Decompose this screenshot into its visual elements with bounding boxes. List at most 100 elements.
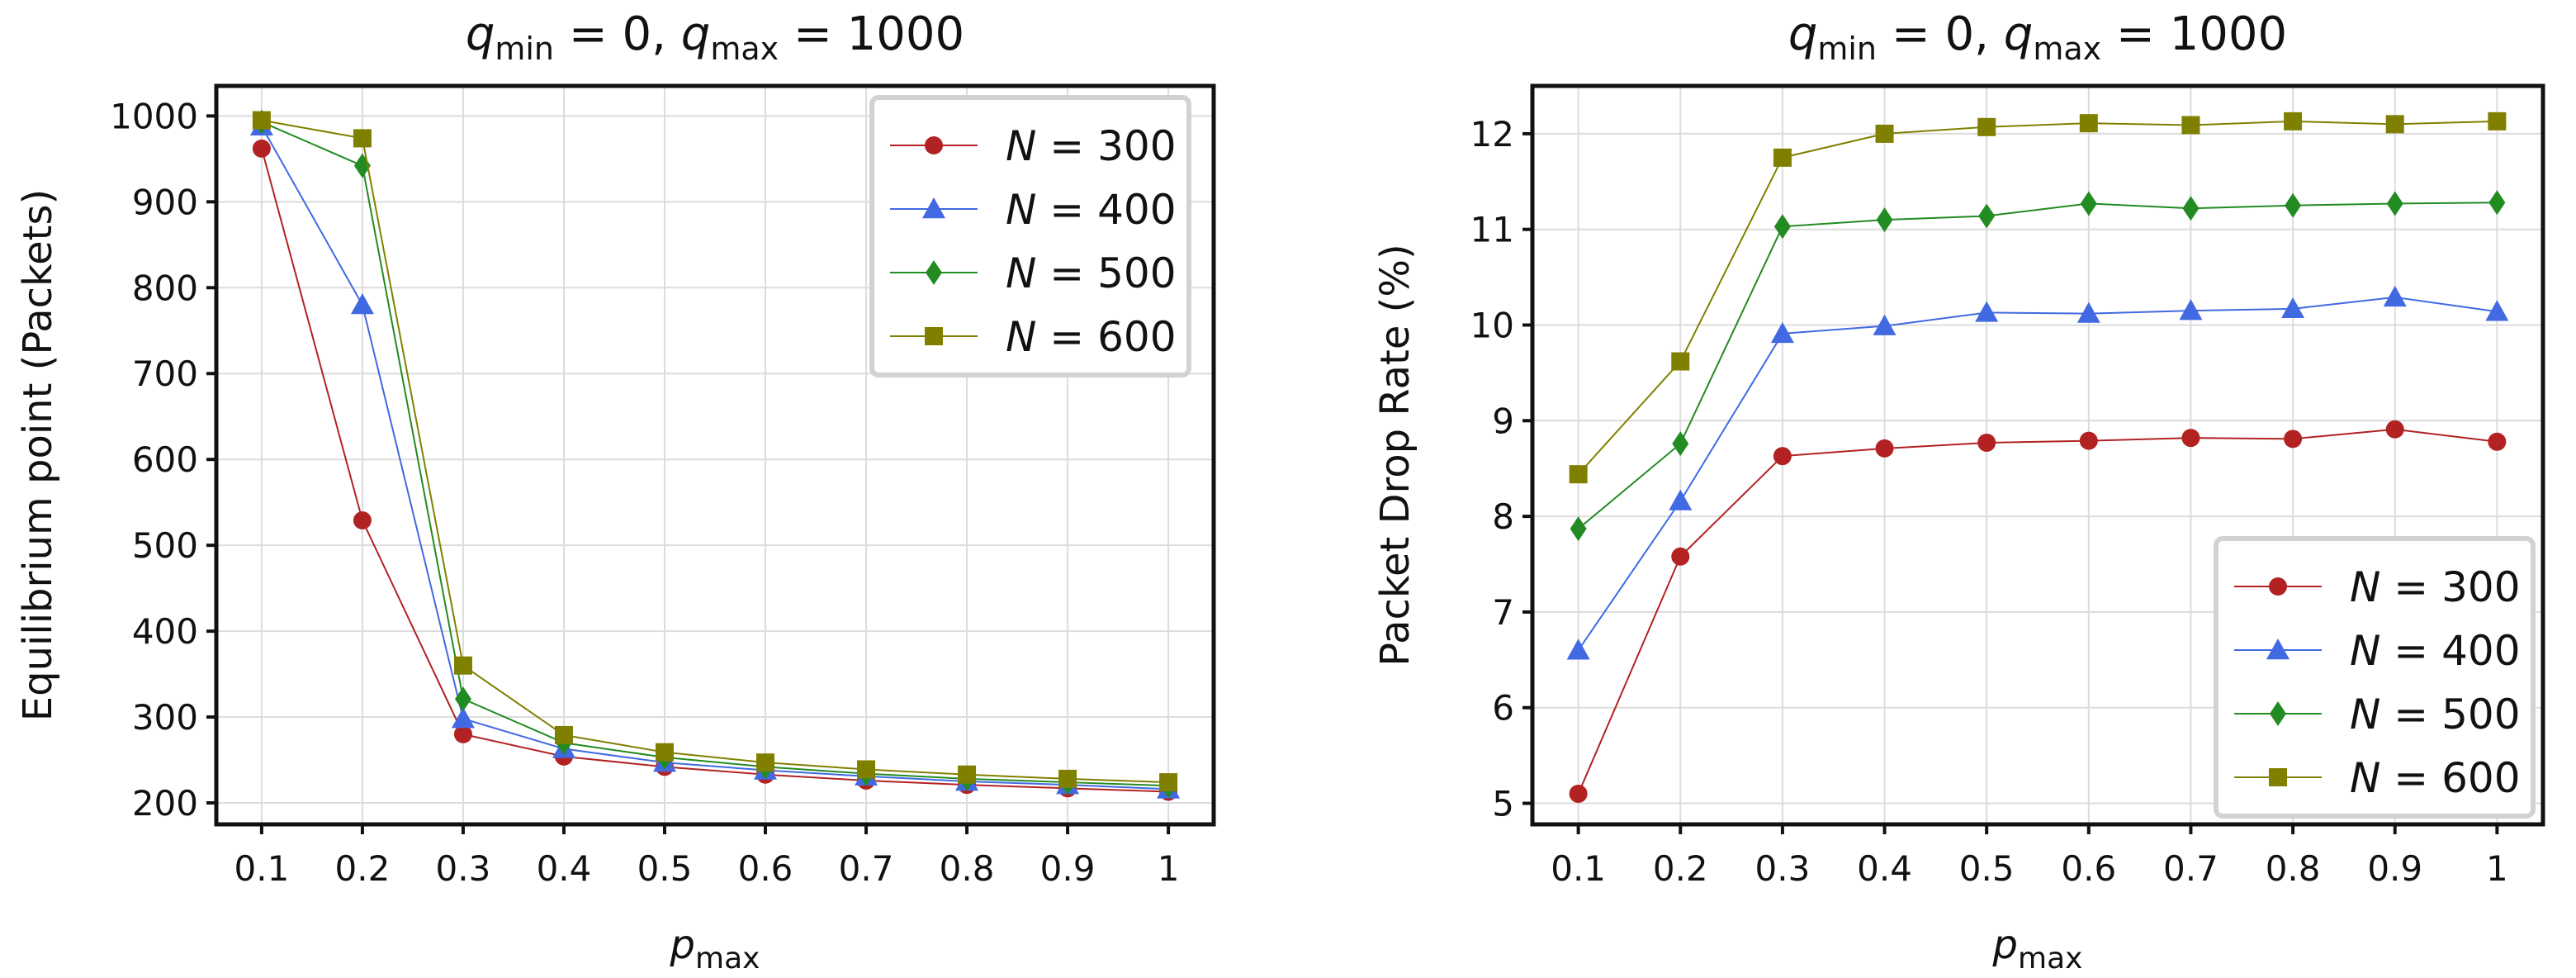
legend-label: N = 400 <box>2350 627 2521 675</box>
data-point <box>453 724 472 743</box>
legend-n: N <box>1006 249 1036 297</box>
y-tick-label: 300 <box>132 697 198 738</box>
legend-frame <box>869 95 1191 377</box>
legend-label: N = 300 <box>1006 122 1177 170</box>
data-point <box>1569 784 1588 803</box>
series-line <box>1577 202 2498 529</box>
x-tick-label: 0.3 <box>1755 848 1811 889</box>
x-tick-text: 0.2 <box>335 848 391 889</box>
xlabel-sub: max <box>2018 942 2082 976</box>
data-point <box>2076 301 2100 323</box>
legend-item: N = 600 <box>890 313 1177 361</box>
legend-item: N = 500 <box>2234 691 2521 738</box>
xlabel-base: p <box>670 922 695 968</box>
gridlines <box>216 86 1214 824</box>
data-point <box>2080 191 2097 216</box>
legend-item: N = 300 <box>890 122 1177 170</box>
x-tick-label: 0.3 <box>436 848 491 889</box>
data-point <box>1975 301 1999 322</box>
y-tick-label: 500 <box>132 525 198 566</box>
y-tick-label: 400 <box>132 611 198 652</box>
x-tick-label: 0.9 <box>1040 848 1096 889</box>
legend-n: N <box>2350 563 2380 611</box>
y-tick-text: 300 <box>132 697 198 738</box>
data-point <box>2488 432 2507 451</box>
chart-panel-2: 0.1 0.2 0.3 0.4 0.5 0.6 0.7 0.8 0.9 1 5 6 7 8 9 10 11 12 q… <box>1372 7 2545 976</box>
x-tick-label: 0.2 <box>335 848 391 889</box>
data-point <box>2281 297 2305 319</box>
series-line <box>261 121 1169 787</box>
data-point <box>1672 431 1689 457</box>
legend-frame <box>2214 536 2536 819</box>
y-tick-label: 1000 <box>110 96 198 136</box>
x-tick-text: 0.8 <box>2266 848 2321 889</box>
data-point <box>1978 203 1996 229</box>
y-tick-text: 8 <box>1492 496 1514 537</box>
y-tick-text: 10 <box>1470 306 1514 346</box>
legend-label: N = 600 <box>2350 754 2521 802</box>
x-tick-label: 0.9 <box>2367 848 2422 889</box>
plot-frame <box>214 83 1216 827</box>
data-point <box>1977 433 1996 452</box>
x-tick-text: 0.3 <box>1755 848 1811 889</box>
y-tick-text: 1000 <box>110 96 198 136</box>
data-point <box>958 765 977 784</box>
legend-eq: = 300 <box>2380 563 2520 611</box>
y-axis-label: Equilibrium point (Packets) <box>15 189 61 721</box>
legend-item: N = 600 <box>2234 754 2521 802</box>
title-tail: = 1000 <box>779 7 964 61</box>
x-tick-label: 0.4 <box>1857 848 1912 889</box>
data-point <box>2181 429 2200 448</box>
y-tick-text: 200 <box>132 783 198 824</box>
x-tick-text: 0.8 <box>940 848 995 889</box>
chart-title: qmin = 0, qmax = 1000 <box>466 7 964 67</box>
x-tick-label: 0.6 <box>2061 848 2116 889</box>
legend-label: N = 500 <box>2350 691 2521 738</box>
data-point <box>453 656 472 675</box>
series-3 <box>1570 190 2506 542</box>
y-tick-text: 500 <box>132 525 198 566</box>
legend-marker <box>925 136 943 154</box>
legend-marker <box>922 197 945 219</box>
data-point <box>1770 321 1794 344</box>
legend-eq: = 400 <box>2380 627 2520 675</box>
legend-label: N = 600 <box>1006 313 1177 361</box>
y-axis-label: Packet Drop Rate (%) <box>1372 244 1418 666</box>
data-point <box>1570 516 1587 542</box>
data-point <box>353 129 372 148</box>
legend-item: N = 300 <box>2234 563 2521 611</box>
x-tick-text: 1 <box>2486 848 2508 889</box>
data-point <box>454 686 471 712</box>
y-tick-label: 900 <box>132 182 198 222</box>
legend-item: N = 500 <box>890 249 1177 297</box>
x-tick-label: 0.2 <box>1653 848 1708 889</box>
data-point <box>2383 285 2407 307</box>
y-tick-text: 12 <box>1470 114 1514 154</box>
title-q: q <box>681 7 711 61</box>
data-point <box>1977 117 1996 136</box>
legend-n: N <box>1006 186 1036 234</box>
data-point <box>1773 214 1791 240</box>
xlabel-sub: max <box>695 942 760 976</box>
xlabel-base: p <box>1992 922 2018 968</box>
y-tick-label: 200 <box>132 783 198 824</box>
series-4 <box>252 111 1178 792</box>
legend-eq: = 400 <box>1036 186 1176 234</box>
data-point <box>1569 465 1588 484</box>
x-tick-label: 0.5 <box>1959 848 2015 889</box>
title-q: q <box>1788 7 1818 61</box>
plot-frame <box>1530 83 2545 827</box>
y-tick-text: 9 <box>1492 401 1514 441</box>
x-tick-text: 0.5 <box>1959 848 2015 889</box>
data-point <box>451 707 475 729</box>
x-tick-label: 0.1 <box>234 848 290 889</box>
series-line <box>261 119 1169 784</box>
series-line <box>261 126 1169 790</box>
x-tick-text: 1 <box>1158 848 1180 889</box>
data-point <box>1159 773 1178 792</box>
legend-eq: = 600 <box>2380 754 2520 802</box>
y-tick-label: 700 <box>132 354 198 394</box>
legend-marker <box>2269 768 2287 786</box>
title-tail: = 1000 <box>2101 7 2287 61</box>
